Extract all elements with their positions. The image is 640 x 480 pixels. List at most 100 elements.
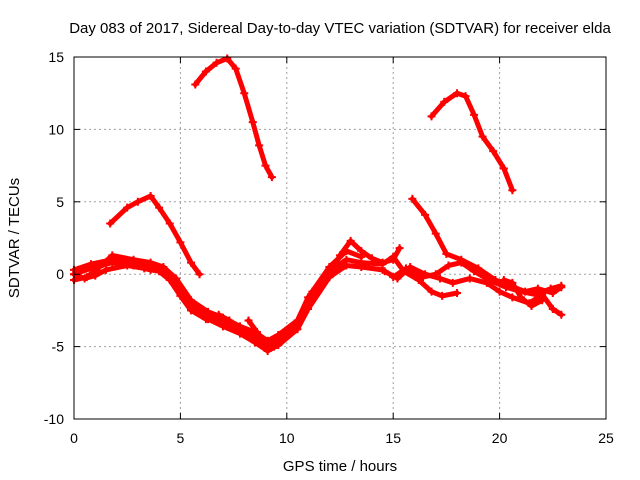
data-point	[367, 254, 376, 263]
data-point	[427, 112, 436, 121]
data-point	[176, 291, 185, 300]
y-tick-label: -10	[44, 411, 64, 427]
y-axis-title: SDTVAR / TECUs	[6, 178, 23, 298]
data-point	[240, 89, 249, 98]
data-point	[421, 270, 430, 279]
data-point	[440, 97, 449, 106]
data-point	[267, 173, 276, 182]
data-point	[133, 197, 142, 206]
data-point	[499, 164, 508, 173]
series-line	[297, 238, 403, 323]
series-arc-6	[106, 192, 204, 279]
data-point	[278, 333, 287, 342]
data-point	[261, 161, 270, 170]
data-point	[489, 147, 498, 156]
data-point	[516, 293, 525, 302]
data-point	[218, 322, 227, 331]
data-point	[389, 255, 398, 264]
x-tick-label: 20	[492, 430, 508, 446]
data-point	[235, 325, 244, 334]
x-tick-label: 25	[598, 430, 614, 446]
data-point	[212, 58, 221, 67]
data-point	[101, 265, 110, 274]
data-point	[270, 342, 279, 351]
data-point	[201, 315, 210, 324]
data-point	[223, 54, 232, 63]
data-point	[250, 333, 259, 342]
x-tick-label: 5	[177, 430, 185, 446]
chart-title: Day 083 of 2017, Sidereal Day-to-day VTE…	[69, 20, 611, 37]
series-line	[192, 55, 275, 180]
data-point	[482, 278, 491, 287]
x-tick-label: 0	[70, 430, 78, 446]
series-arc-8	[427, 89, 517, 195]
data-point	[108, 251, 117, 260]
data-point	[80, 274, 89, 283]
data-point	[508, 293, 517, 302]
data-point	[159, 262, 168, 271]
data-point	[129, 255, 138, 264]
data-point	[478, 132, 487, 141]
data-point	[548, 304, 557, 313]
data-point	[378, 258, 387, 267]
data-point	[91, 271, 100, 280]
series-line	[382, 264, 564, 318]
data-point	[436, 274, 445, 283]
data-point	[201, 67, 210, 76]
data-point	[274, 331, 283, 340]
data-point	[431, 229, 440, 238]
y-tick-label: 15	[48, 49, 64, 65]
data-point	[146, 192, 155, 201]
data-point	[393, 274, 402, 283]
series-arc-12	[499, 275, 547, 311]
data-point	[557, 310, 566, 319]
data-point	[191, 80, 200, 89]
data-point	[453, 89, 462, 98]
data-point	[448, 278, 457, 287]
data-point	[146, 258, 155, 267]
data-point	[155, 267, 164, 276]
data-point	[499, 275, 508, 284]
data-point	[123, 203, 132, 212]
data-point	[295, 316, 304, 325]
data-point	[293, 325, 302, 334]
series-group	[70, 54, 566, 355]
data-point	[427, 287, 436, 296]
data-point	[346, 236, 355, 245]
data-point	[106, 219, 115, 228]
data-point	[255, 141, 264, 150]
data-point	[457, 258, 466, 267]
x-tick-label: 10	[279, 430, 295, 446]
y-tick-label: 0	[56, 266, 64, 282]
x-axis-title: GPS time / hours	[283, 458, 397, 475]
data-point	[325, 273, 334, 282]
grid	[74, 57, 606, 419]
data-point	[438, 291, 447, 300]
data-point	[470, 110, 479, 119]
data-point	[408, 194, 417, 203]
data-point	[195, 270, 204, 279]
series-arc-13	[244, 316, 287, 351]
data-point	[557, 281, 566, 290]
plot-frame	[73, 56, 607, 420]
data-point	[165, 275, 174, 284]
data-point	[214, 310, 223, 319]
data-point	[470, 267, 479, 276]
series-arc-7	[191, 54, 276, 182]
data-point	[461, 92, 470, 101]
data-point	[342, 261, 351, 270]
data-point	[187, 258, 196, 267]
series-arc-11	[380, 262, 566, 319]
data-point	[176, 238, 185, 247]
data-point	[108, 258, 117, 267]
data-point	[140, 264, 149, 273]
data-point	[204, 307, 213, 316]
data-point	[465, 274, 474, 283]
data-point	[165, 219, 174, 228]
data-point	[508, 278, 517, 287]
data-point	[244, 316, 253, 325]
data-point	[123, 261, 132, 270]
data-point	[253, 328, 262, 337]
